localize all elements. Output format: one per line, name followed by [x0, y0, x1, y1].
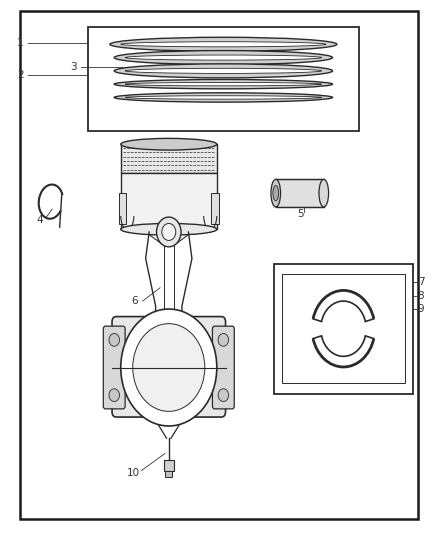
Bar [121, 173, 217, 229]
Ellipse shape [271, 179, 281, 207]
Ellipse shape [319, 179, 328, 207]
FancyBboxPatch shape [103, 326, 125, 409]
Ellipse shape [125, 68, 321, 74]
Ellipse shape [108, 322, 230, 413]
Circle shape [133, 324, 205, 411]
Ellipse shape [114, 51, 332, 64]
Ellipse shape [121, 139, 217, 150]
Text: 2: 2 [17, 70, 24, 80]
Text: 1: 1 [17, 38, 24, 48]
Bar [283, 274, 405, 383]
Circle shape [121, 309, 217, 426]
Text: 9: 9 [418, 304, 424, 314]
Ellipse shape [121, 223, 217, 235]
Ellipse shape [125, 96, 321, 99]
Bar [163, 459, 174, 471]
Bar [274, 264, 413, 394]
Text: 4: 4 [36, 215, 43, 225]
Text: 10: 10 [127, 468, 141, 478]
Circle shape [109, 389, 120, 401]
Text: 8: 8 [418, 290, 424, 301]
Ellipse shape [114, 79, 332, 89]
Text: 5: 5 [297, 209, 304, 220]
Text: 6: 6 [132, 296, 138, 306]
FancyBboxPatch shape [212, 326, 234, 409]
Bar [88, 27, 359, 131]
FancyBboxPatch shape [112, 317, 226, 417]
Text: 3: 3 [71, 62, 77, 72]
Ellipse shape [114, 93, 332, 102]
Bar [121, 144, 217, 173]
Bar [165, 471, 172, 477]
Ellipse shape [114, 64, 332, 78]
Circle shape [109, 334, 120, 346]
Ellipse shape [125, 83, 321, 86]
Bar [276, 179, 324, 207]
Ellipse shape [121, 42, 326, 47]
Ellipse shape [273, 185, 279, 201]
Bar [119, 193, 127, 224]
Bar [211, 193, 219, 224]
Circle shape [218, 389, 229, 401]
Circle shape [218, 334, 229, 346]
Ellipse shape [110, 37, 337, 51]
Ellipse shape [125, 55, 321, 60]
Text: 7: 7 [418, 278, 424, 287]
Circle shape [162, 223, 176, 240]
Circle shape [156, 217, 181, 247]
